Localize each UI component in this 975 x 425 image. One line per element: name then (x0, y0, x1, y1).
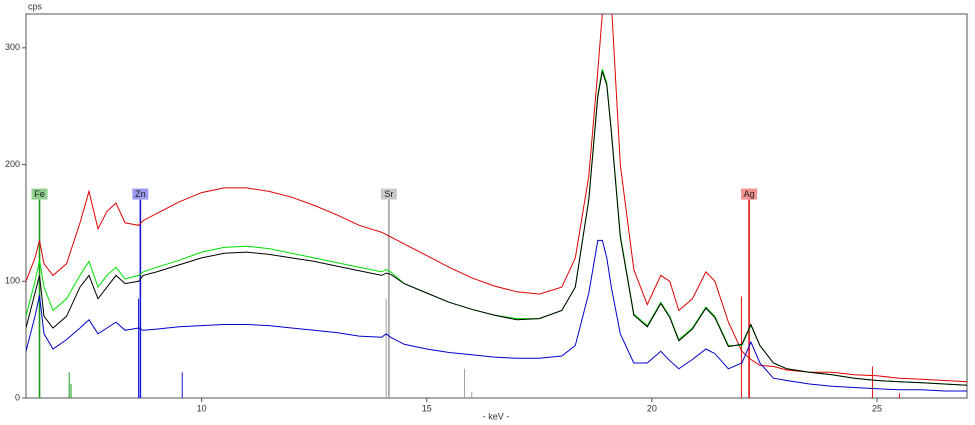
spectrum-line (26, 14, 967, 383)
x-tick-label: 15 (422, 403, 432, 413)
element-label: Zn (135, 189, 146, 199)
element-label-box (31, 188, 48, 200)
x-tick-label: 10 (197, 403, 207, 413)
y-axis-label: cps (28, 1, 43, 11)
element-label-box (132, 188, 149, 200)
x-tick-label: 20 (647, 403, 657, 413)
element-label-box (380, 188, 397, 200)
spectrum-line (26, 71, 967, 386)
element-label: Sr (384, 189, 393, 199)
element-label: Ag (744, 189, 755, 199)
y-tick-label: 300 (5, 42, 20, 52)
x-tick-label: 25 (872, 403, 882, 413)
element-label: Fe (34, 189, 45, 199)
y-tick-label: 100 (5, 276, 20, 286)
plot-area (26, 14, 967, 398)
x-axis-label: - keV - (483, 411, 510, 421)
plot-frame (25, 13, 968, 399)
y-tick-label: 0 (15, 392, 20, 402)
spectrum-line (26, 239, 967, 392)
element-label-box (741, 188, 758, 200)
y-tick-label: 200 (5, 159, 20, 169)
